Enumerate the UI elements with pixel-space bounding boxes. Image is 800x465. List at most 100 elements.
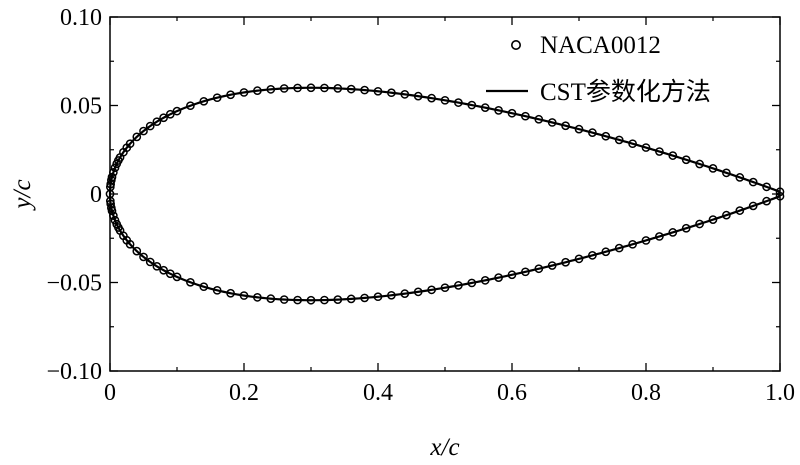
naca0012-point-upper — [601, 131, 611, 141]
naca0012-point-lower — [186, 277, 195, 287]
x-tick-label: 1.0 — [765, 380, 795, 406]
naca0012-point-lower — [293, 295, 302, 305]
naca0012-point-lower — [641, 236, 651, 245]
naca0012-point-upper — [413, 91, 423, 101]
naca0012-point-upper — [239, 88, 249, 97]
naca0012-point-lower — [360, 293, 369, 303]
naca0012-point-upper — [125, 139, 135, 149]
naca0012-point-upper — [695, 159, 704, 169]
naca0012-point-lower — [601, 247, 611, 257]
naca0012-point-lower — [440, 283, 450, 293]
naca0012-point-upper — [762, 182, 771, 192]
legend-label-cst: CST参数化方法 — [540, 78, 711, 106]
cst-parametric-curve — [108, 86, 781, 302]
naca0012-point-lower — [722, 210, 731, 220]
naca0012-point-upper — [107, 172, 117, 182]
naca0012-point-upper — [614, 135, 624, 145]
naca0012-point-lower — [735, 206, 745, 215]
naca0012-point-upper — [346, 84, 356, 94]
naca0012-point-upper — [494, 106, 503, 115]
naca0012-point-upper — [212, 93, 222, 103]
naca0012-point-upper — [681, 155, 691, 165]
naca0012-point-lower — [109, 211, 118, 220]
naca0012-point-upper — [574, 124, 584, 134]
legend-label-naca0012: NACA0012 — [540, 32, 661, 59]
naca0012-point-upper — [547, 118, 557, 127]
naca0012-point-upper — [722, 168, 731, 178]
y-tick-label: 0.10 — [60, 5, 102, 31]
naca0012-point-upper — [507, 108, 517, 118]
naca0012-point-lower — [507, 270, 517, 280]
naca0012-point-lower — [467, 278, 477, 288]
naca0012-point-lower — [400, 289, 410, 299]
x-tick-label: 0.2 — [229, 380, 259, 406]
naca0012-point-upper — [253, 86, 262, 96]
naca0012-point-upper — [320, 83, 329, 93]
naca0012-point-upper — [159, 113, 168, 123]
naca0012-point-lower — [762, 196, 771, 206]
naca0012-point-lower — [413, 287, 423, 297]
naca0012-point-lower — [521, 267, 530, 277]
naca0012-point-lower — [681, 223, 691, 233]
naca0012-point-upper — [226, 90, 235, 100]
naca0012-point-lower — [239, 291, 249, 300]
naca0012-point-lower — [454, 281, 463, 290]
naca0012-point-upper — [306, 83, 316, 93]
naca0012-point-upper — [109, 168, 118, 177]
naca0012-point-lower — [333, 295, 343, 304]
naca0012-point-lower — [199, 282, 209, 292]
naca0012-point-upper — [427, 93, 436, 103]
naca0012-point-upper — [400, 89, 410, 99]
naca0012-point-upper — [748, 177, 758, 187]
naca0012-point-lower — [253, 292, 262, 302]
y-axis-title: y/c — [9, 179, 36, 211]
x-tick-label: 0.8 — [631, 380, 661, 406]
naca0012-point-upper — [628, 139, 637, 149]
axis-ticks — [109, 16, 781, 372]
naca0012-point-upper — [588, 128, 597, 137]
legend-marker-naca0012 — [510, 39, 521, 50]
naca0012-point-lower — [614, 243, 624, 253]
naca0012-point-upper — [360, 85, 369, 95]
naca0012-point-lower — [588, 251, 597, 260]
naca0012-point-lower — [480, 275, 490, 285]
y-tick-label: 0.05 — [60, 94, 102, 120]
naca0012-point-lower — [775, 191, 785, 201]
y-tick-label: 0 — [90, 182, 102, 208]
naca0012-point-lower — [226, 288, 235, 298]
naca0012-markers — [105, 83, 785, 305]
naca0012-point-upper — [521, 111, 530, 121]
y-tick-label: −0.10 — [46, 359, 102, 385]
naca0012-point-upper — [440, 95, 450, 105]
naca0012-point-lower — [107, 206, 117, 216]
naca0012-point-lower — [387, 290, 396, 300]
naca0012-point-upper — [333, 84, 343, 93]
naca0012-point-lower — [574, 254, 584, 264]
naca0012-point-lower — [132, 246, 142, 256]
naca0012-point-lower — [212, 285, 222, 295]
naca0012-point-upper — [668, 151, 678, 160]
naca0012-point-upper — [387, 88, 396, 98]
y-tick-labels: 0.10 0.05 0 −0.05 −0.10 — [46, 5, 102, 385]
naca0012-point-lower — [534, 264, 544, 274]
naca0012-point-upper — [165, 109, 175, 119]
naca0012-point-lower — [695, 219, 704, 229]
naca0012-point-upper — [373, 86, 383, 96]
x-tick-label: 0.4 — [363, 380, 393, 406]
naca0012-point-lower — [655, 232, 664, 241]
naca0012-point-lower — [346, 294, 356, 304]
plot-frame — [109, 16, 781, 372]
naca0012-point-upper — [266, 84, 276, 94]
naca0012-point-upper — [641, 143, 651, 152]
naca0012-point-lower — [279, 295, 289, 304]
y-tick-label: −0.05 — [46, 271, 102, 297]
naca0012-point-lower — [125, 239, 135, 249]
naca0012-point-lower — [668, 228, 678, 237]
naca0012-point-lower — [306, 295, 316, 305]
naca0012-point-upper — [152, 117, 162, 127]
naca0012-point-lower — [266, 294, 276, 304]
naca0012-point-lower — [373, 292, 383, 302]
x-tick-label: 0 — [104, 380, 116, 406]
naca0012-point-upper — [132, 132, 142, 142]
naca0012-point-lower — [145, 257, 155, 267]
